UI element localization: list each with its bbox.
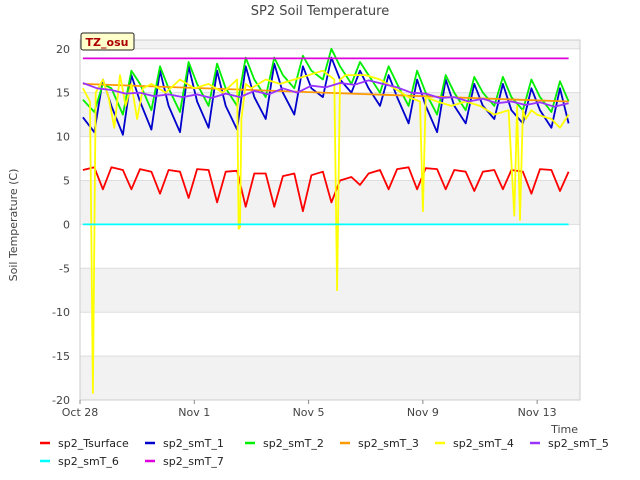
legend-label: sp2_smT_1 (163, 437, 224, 450)
legend-label: sp2_smT_4 (453, 437, 514, 450)
legend-item-sp2_smT_3: sp2_smT_3 (340, 437, 419, 450)
grid-bands (80, 40, 580, 400)
tz-badge: TZ_osu (80, 32, 135, 51)
grid-band (80, 40, 580, 49)
x-tick-label: Nov 9 (407, 406, 439, 419)
y-tick-label: 20 (56, 43, 70, 56)
y-tick-label: -15 (52, 350, 70, 363)
grid-band (80, 356, 580, 400)
x-tick-label: Nov 13 (518, 406, 557, 419)
y-tick-label: 15 (56, 87, 70, 100)
chart-title: SP2 Soil Temperature (251, 4, 389, 19)
legend-label: sp2_smT_7 (163, 455, 224, 468)
y-axis-ticks: 20 15 10 5 0 -5 -10 -15 -20 (52, 43, 70, 407)
y-tick-label: 0 (63, 218, 70, 231)
x-axis-ticks: Oct 28 Nov 1 Nov 5 Nov 9 Nov 13 (62, 400, 557, 419)
legend-item-sp2_smT_4: sp2_smT_4 (435, 437, 514, 450)
legend-label: sp2_smT_2 (263, 437, 324, 450)
tz-badge-label: TZ_osu (86, 36, 129, 49)
series-line-sp2_smT_3 (82, 83, 569, 103)
grid-band (80, 180, 580, 225)
y-tick-label: 10 (56, 131, 70, 144)
series-line-sp2_Tsurface (82, 166, 570, 213)
legend-item-sp2_smT_2: sp2_smT_2 (245, 437, 324, 450)
legend-label: sp2_smT_3 (358, 437, 419, 450)
legend-label: sp2_smT_5 (548, 437, 609, 450)
legend-item-sp2_smT_6: sp2_smT_6 (40, 455, 119, 468)
legend: sp2_Tsurface sp2_smT_1 sp2_smT_2 sp2_smT_3 s… (40, 437, 609, 468)
y-tick-label: -10 (52, 306, 70, 319)
legend-label: sp2_Tsurface (58, 437, 129, 450)
grid-band (80, 268, 580, 313)
legend-item-sp2_smT_7: sp2_smT_7 (145, 455, 224, 468)
y-tick-label: 5 (63, 174, 70, 187)
y-axis-label: Soil Temperature (C) (7, 169, 20, 282)
tz-badge-box (80, 32, 135, 51)
series-layer (82, 47, 570, 394)
legend-item-sp2_smT_5: sp2_smT_5 (530, 437, 609, 450)
plot-frame (79, 39, 581, 401)
y-tick-label: -20 (52, 394, 70, 407)
series-line-sp2_smT_5 (82, 79, 569, 108)
x-tick-label: Oct 28 (62, 406, 99, 419)
x-axis-label: Time (550, 423, 578, 436)
y-tick-label: -5 (59, 262, 70, 275)
legend-item-sp2_Tsurface: sp2_Tsurface (40, 437, 129, 450)
x-tick-label: Nov 1 (178, 406, 210, 419)
x-tick-label: Nov 5 (293, 406, 325, 419)
legend-label: sp2_smT_6 (58, 455, 119, 468)
series-line-sp2_smT_4 (82, 69, 570, 394)
legend-item-sp2_smT_1: sp2_smT_1 (145, 437, 224, 450)
series-line-sp2_smT_1 (82, 56, 570, 136)
